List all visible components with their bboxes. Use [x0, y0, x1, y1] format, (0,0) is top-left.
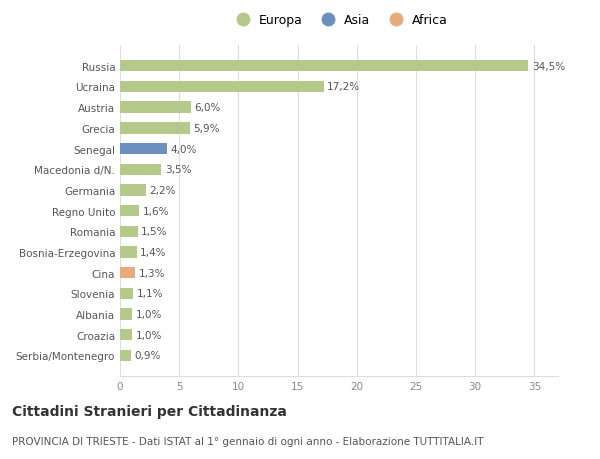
Text: 1,3%: 1,3% [139, 268, 166, 278]
Bar [120, 288, 133, 299]
Text: 2,2%: 2,2% [149, 185, 176, 196]
Bar [120, 309, 132, 320]
Legend: Europa, Asia, Africa: Europa, Asia, Africa [226, 9, 452, 32]
Text: 34,5%: 34,5% [532, 62, 565, 72]
Bar [120, 164, 161, 175]
Bar [120, 350, 131, 361]
Text: 1,5%: 1,5% [142, 227, 168, 237]
Bar [120, 123, 190, 134]
Text: 5,9%: 5,9% [193, 123, 220, 134]
Text: 1,0%: 1,0% [136, 309, 162, 319]
Bar [120, 102, 191, 113]
Bar [120, 206, 139, 217]
Text: 1,0%: 1,0% [136, 330, 162, 340]
Text: 4,0%: 4,0% [171, 144, 197, 154]
Bar [120, 268, 136, 279]
Text: Cittadini Stranieri per Cittadinanza: Cittadini Stranieri per Cittadinanza [12, 404, 287, 418]
Bar [120, 247, 137, 258]
Bar [120, 144, 167, 155]
Bar [120, 61, 529, 72]
Text: 0,9%: 0,9% [134, 351, 161, 361]
Text: 1,1%: 1,1% [137, 289, 163, 299]
Text: 3,5%: 3,5% [165, 165, 191, 175]
Bar [120, 185, 146, 196]
Text: 1,4%: 1,4% [140, 247, 167, 257]
Bar [120, 330, 132, 341]
Bar [120, 226, 138, 237]
Bar [120, 82, 323, 93]
Text: 1,6%: 1,6% [142, 206, 169, 216]
Text: PROVINCIA DI TRIESTE - Dati ISTAT al 1° gennaio di ogni anno - Elaborazione TUTT: PROVINCIA DI TRIESTE - Dati ISTAT al 1° … [12, 436, 484, 446]
Text: 6,0%: 6,0% [194, 103, 221, 113]
Text: 17,2%: 17,2% [327, 82, 360, 92]
